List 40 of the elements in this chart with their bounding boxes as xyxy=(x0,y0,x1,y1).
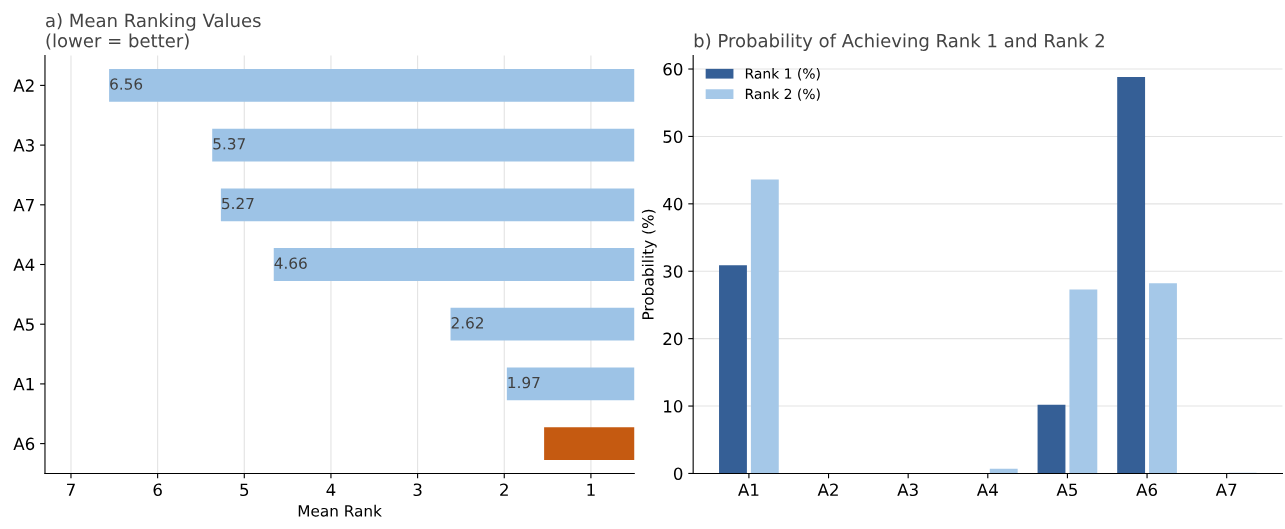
x-axis-title: Mean Rank xyxy=(298,504,382,517)
data-label: 6.56 xyxy=(110,78,143,90)
chart-title: a) Mean Ranking Values (lower = better) xyxy=(46,13,261,50)
data-label: 1.97 xyxy=(508,376,540,389)
y-tick-label: A7 xyxy=(13,198,34,212)
x-tick-label: A7 xyxy=(1215,483,1237,496)
y-tick-label: A6 xyxy=(13,437,35,451)
x-tick-label: A2 xyxy=(817,483,838,496)
y-tick-label: A4 xyxy=(13,258,35,271)
x-tick-label: A3 xyxy=(897,483,918,497)
y-tick-label: 20 xyxy=(663,332,683,346)
x-tick-label: A1 xyxy=(738,483,759,496)
y-tick-label: 0 xyxy=(673,467,683,481)
x-tick-label: A6 xyxy=(1136,483,1158,497)
y-tick-label: 40 xyxy=(663,197,683,211)
y-tick-label: A1 xyxy=(13,378,34,391)
x-tick-label: A5 xyxy=(1056,483,1077,497)
legend-label: Rank 1 (%) xyxy=(745,68,820,81)
y-tick-label: 50 xyxy=(663,130,683,143)
y-tick-label: A2 xyxy=(13,79,34,92)
x-tick-label: 7 xyxy=(67,483,75,496)
x-tick-label: 3 xyxy=(413,483,422,497)
y-tick-label: 60 xyxy=(663,62,683,76)
x-tick-label: 6 xyxy=(153,483,162,497)
x-tick-label: A4 xyxy=(976,483,998,496)
y-tick-label: A3 xyxy=(13,139,34,152)
x-tick-label: 5 xyxy=(240,483,249,497)
data-label: 2.62 xyxy=(451,317,484,329)
x-tick-label: 1 xyxy=(587,483,595,496)
y-tick-label: A5 xyxy=(13,318,34,331)
legend-label: Rank 2 (%) xyxy=(745,88,820,101)
y-axis-title: Probability (%) xyxy=(641,209,657,320)
x-tick-label: 2 xyxy=(500,483,508,496)
y-tick-label: 30 xyxy=(663,265,683,278)
y-tick-label: 10 xyxy=(664,400,683,413)
chart-title: b) Probability of Achieving Rank 1 and Rank 2 xyxy=(694,33,1104,51)
x-tick-label: 4 xyxy=(326,483,336,496)
data-label: 5.27 xyxy=(222,197,254,210)
data-label: 4.66 xyxy=(274,257,307,269)
data-label: 5.37 xyxy=(213,137,245,150)
